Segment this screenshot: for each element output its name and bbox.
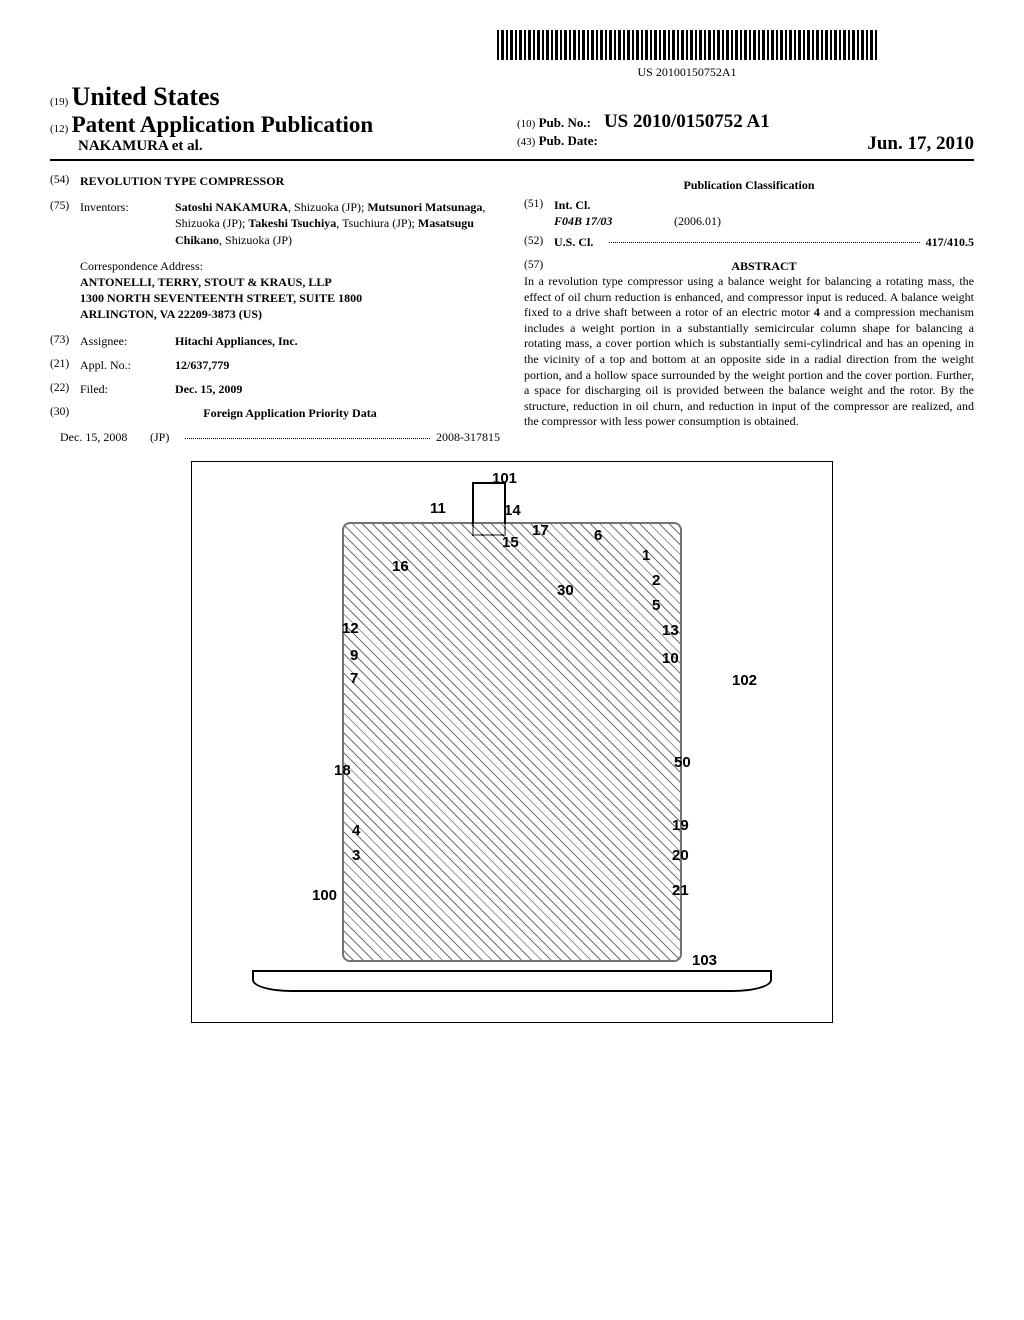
dotfill (185, 429, 430, 438)
figure-area: 101 11 14 17 6 15 1 16 2 30 5 12 13 9 10 7 102 18 50 4 19 3 20… (50, 461, 974, 1027)
ref-label: 16 (392, 558, 409, 575)
body-columns: (54) REVOLUTION TYPE COMPRESSOR (75) Inv… (50, 173, 974, 445)
title-num: (54) (50, 173, 80, 189)
priority-title: Foreign Application Priority Data (80, 405, 500, 421)
ref-label: 20 (672, 847, 689, 864)
inventors-val: Satoshi NAKAMURA, Shizuoka (JP); Mutsuno… (175, 199, 500, 248)
ref-label: 102 (732, 672, 757, 689)
ref-label: 18 (334, 762, 351, 779)
priority-date: Dec. 15, 2008 (60, 429, 150, 445)
ref-label: 15 (502, 534, 519, 551)
ref-label: 13 (662, 622, 679, 639)
intcl-label: Int. Cl. (554, 197, 974, 213)
country-num: (19) (50, 96, 68, 108)
pubno-val: US 2010/0150752 A1 (604, 111, 770, 132)
pubno-label: Pub. No.: (539, 115, 591, 130)
intcl-year: (2006.01) (674, 213, 721, 229)
ref-label: 10 (662, 650, 679, 667)
pub-num: (12) (50, 123, 68, 135)
ref-label: 100 (312, 887, 337, 904)
authors: NAKAMURA et al. (78, 138, 203, 154)
barcode-graphic (497, 30, 877, 60)
ref-label: 12 (342, 620, 359, 637)
intcl-code: F04B 17/03 (554, 213, 674, 229)
assignee-val: Hitachi Appliances, Inc. (175, 333, 500, 349)
ref-label: 101 (492, 470, 517, 487)
ref-label: 19 (672, 817, 689, 834)
ref-label: 6 (594, 527, 602, 544)
fig-housing (342, 522, 682, 962)
ref-label: 30 (557, 582, 574, 599)
ref-label: 50 (674, 754, 691, 771)
ref-label: 3 (352, 847, 360, 864)
ref-label: 14 (504, 502, 521, 519)
corr-street: 1300 NORTH SEVENTEENTH STREET, SUITE 180… (80, 290, 500, 306)
inventors-num: (75) (50, 199, 80, 248)
corr-label: Correspondence Address: (80, 258, 500, 274)
pubdate-label: Pub. Date: (539, 133, 598, 148)
assignee-num: (73) (50, 333, 80, 349)
appl-label: Appl. No.: (80, 357, 175, 373)
assignee-label: Assignee: (80, 333, 175, 349)
ref-label: 5 (652, 597, 660, 614)
pubdate-num: (43) (517, 136, 535, 148)
corr-city: ARLINGTON, VA 22209-3873 (US) (80, 306, 500, 322)
uscl-num: (52) (524, 234, 554, 250)
priority-val: 2008-317815 (430, 429, 500, 445)
ref-label: 1 (642, 547, 650, 564)
filed-num: (22) (50, 381, 80, 397)
abstract-text: In a revolution type compressor using a … (524, 274, 974, 430)
pubno-num: (10) (517, 118, 535, 130)
inventors-label: Inventors: (80, 199, 175, 248)
class-title: Publication Classification (524, 177, 974, 193)
pub-title: Patent Application Publication (72, 112, 374, 137)
abstract-label: ABSTRACT (554, 258, 974, 274)
compressor-figure: 101 11 14 17 6 15 1 16 2 30 5 12 13 9 10 7 102 18 50 4 19 3 20… (191, 461, 833, 1023)
appl-num: (21) (50, 357, 80, 373)
ref-label: 17 (532, 522, 549, 539)
barcode-block: US 20100150752A1 (400, 30, 974, 80)
ref-label: 9 (350, 647, 358, 664)
priority-num: (30) (50, 405, 80, 421)
filed-label: Filed: (80, 381, 175, 397)
header: (19) United States (12) Patent Applicati… (50, 82, 974, 155)
pubdate-val: Jun. 17, 2010 (867, 133, 974, 155)
ref-label: 4 (352, 822, 360, 839)
filed-val: Dec. 15, 2009 (175, 381, 500, 397)
ref-label: 11 (430, 500, 446, 517)
ref-label: 103 (692, 952, 717, 969)
ref-label: 21 (672, 882, 689, 899)
invention-title: REVOLUTION TYPE COMPRESSOR (80, 173, 500, 189)
right-column: Publication Classification (51) Int. Cl.… (524, 173, 974, 445)
uscl-val: 417/410.5 (920, 234, 974, 250)
corr-name: ANTONELLI, TERRY, STOUT & KRAUS, LLP (80, 274, 500, 290)
appl-val: 12/637,779 (175, 357, 500, 373)
barcode-text: US 20100150752A1 (400, 65, 974, 80)
priority-country: (JP) (150, 429, 185, 445)
country-name: United States (72, 82, 220, 111)
ref-label: 7 (350, 670, 358, 687)
fig-base (252, 970, 772, 992)
abstract-num: (57) (524, 258, 554, 274)
dotfill2 (609, 234, 920, 243)
divider (50, 159, 974, 161)
ref-label: 2 (652, 572, 660, 589)
intcl-num: (51) (524, 197, 554, 213)
uscl-label: U.S. Cl. (554, 234, 609, 250)
left-column: (54) REVOLUTION TYPE COMPRESSOR (75) Inv… (50, 173, 500, 445)
